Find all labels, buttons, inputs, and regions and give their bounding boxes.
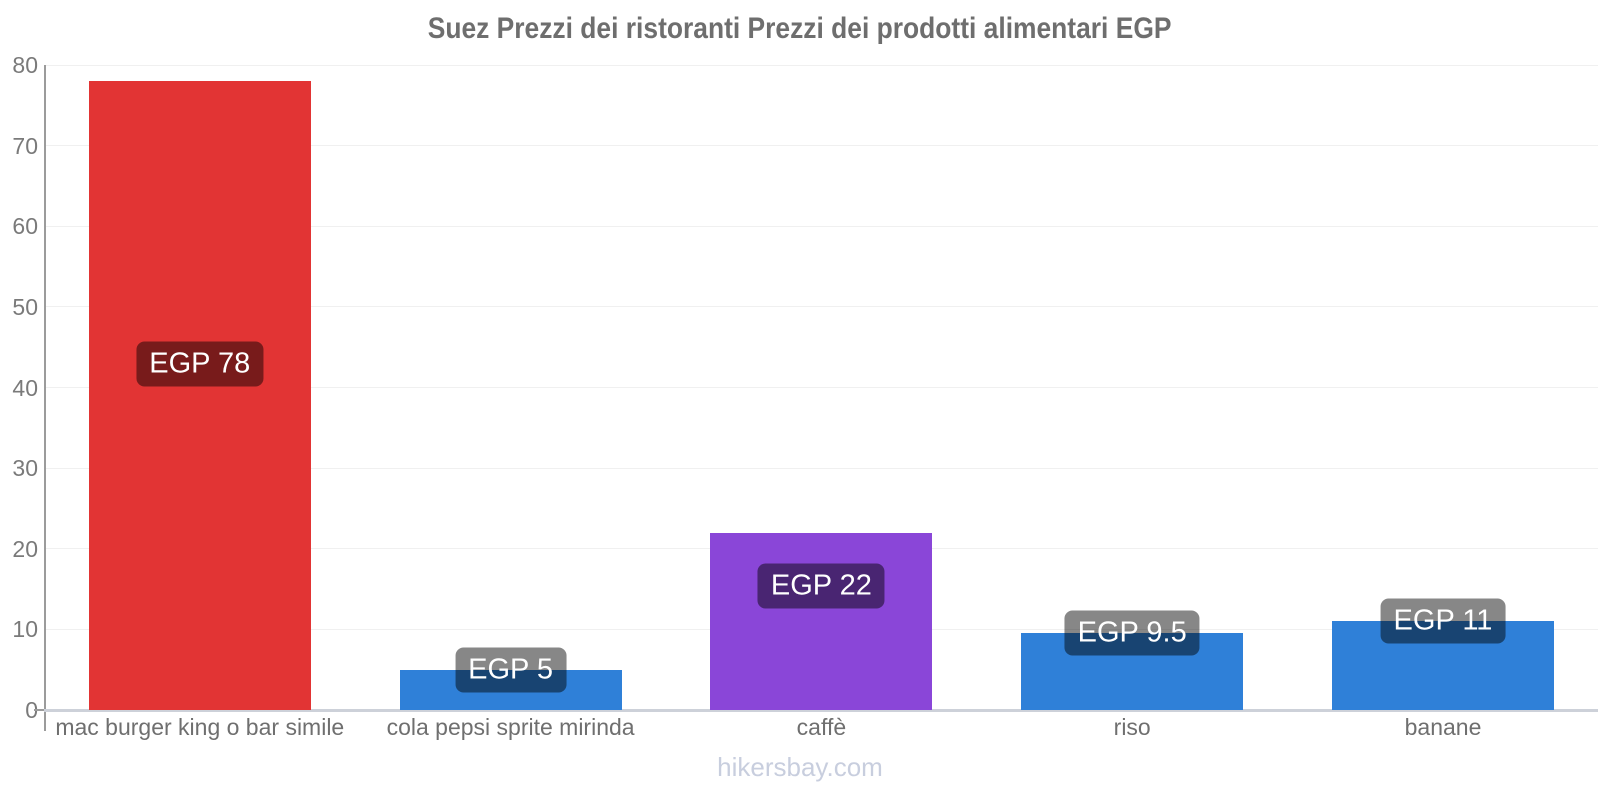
y-tick-label-80: 80	[12, 52, 38, 78]
y-tick-label-40: 40	[12, 374, 38, 401]
bar-value-badge: EGP 5	[455, 647, 567, 693]
bar-5	[1332, 621, 1554, 710]
chart-title: Suez Prezzi dei ristoranti Prezzi dei pr…	[0, 12, 1600, 46]
x-axis-baseline	[44, 708, 1599, 712]
y-tick-label-50: 50	[12, 293, 38, 320]
x-category-label: mac burger king o bar simile	[55, 714, 345, 740]
bar-4	[1021, 633, 1244, 710]
bar-value-badge: EGP 22	[757, 563, 885, 609]
y-tick-label-20: 20	[12, 535, 38, 562]
y-tick-label-0: 0	[25, 697, 38, 723]
x-category-label: caffè	[796, 714, 847, 740]
y-tick-label-60: 60	[12, 213, 38, 240]
zero-tick	[34, 709, 45, 711]
bar-3	[710, 532, 933, 710]
y-gridline-40	[44, 387, 1599, 388]
bar-value-badge: EGP 11	[1380, 598, 1506, 644]
y-tick-label-10: 10	[12, 616, 38, 643]
bar-2	[399, 669, 622, 710]
x-category-label: riso	[1113, 714, 1151, 740]
bar-value-badge: EGP 78	[136, 341, 264, 387]
y-gridline-80	[44, 64, 1599, 66]
bar-1	[88, 81, 311, 710]
y-gridline-30	[44, 467, 1599, 469]
x-category-label: cola pepsi sprite mirinda	[386, 714, 635, 740]
y-axis-line	[44, 65, 47, 731]
y-gridline-50	[44, 306, 1599, 308]
y-gridline-70	[44, 145, 1599, 147]
chart-title-text: Suez Prezzi dei ristoranti Prezzi dei pr…	[428, 12, 1172, 45]
watermark-text: hikersbay.com	[717, 752, 883, 782]
y-tick-label-30: 30	[12, 455, 38, 482]
x-category-label: banane	[1404, 714, 1482, 740]
bar-value-badge: EGP 9.5	[1064, 610, 1200, 656]
y-tick-label-70: 70	[12, 132, 38, 159]
y-gridline-60	[44, 225, 1599, 227]
